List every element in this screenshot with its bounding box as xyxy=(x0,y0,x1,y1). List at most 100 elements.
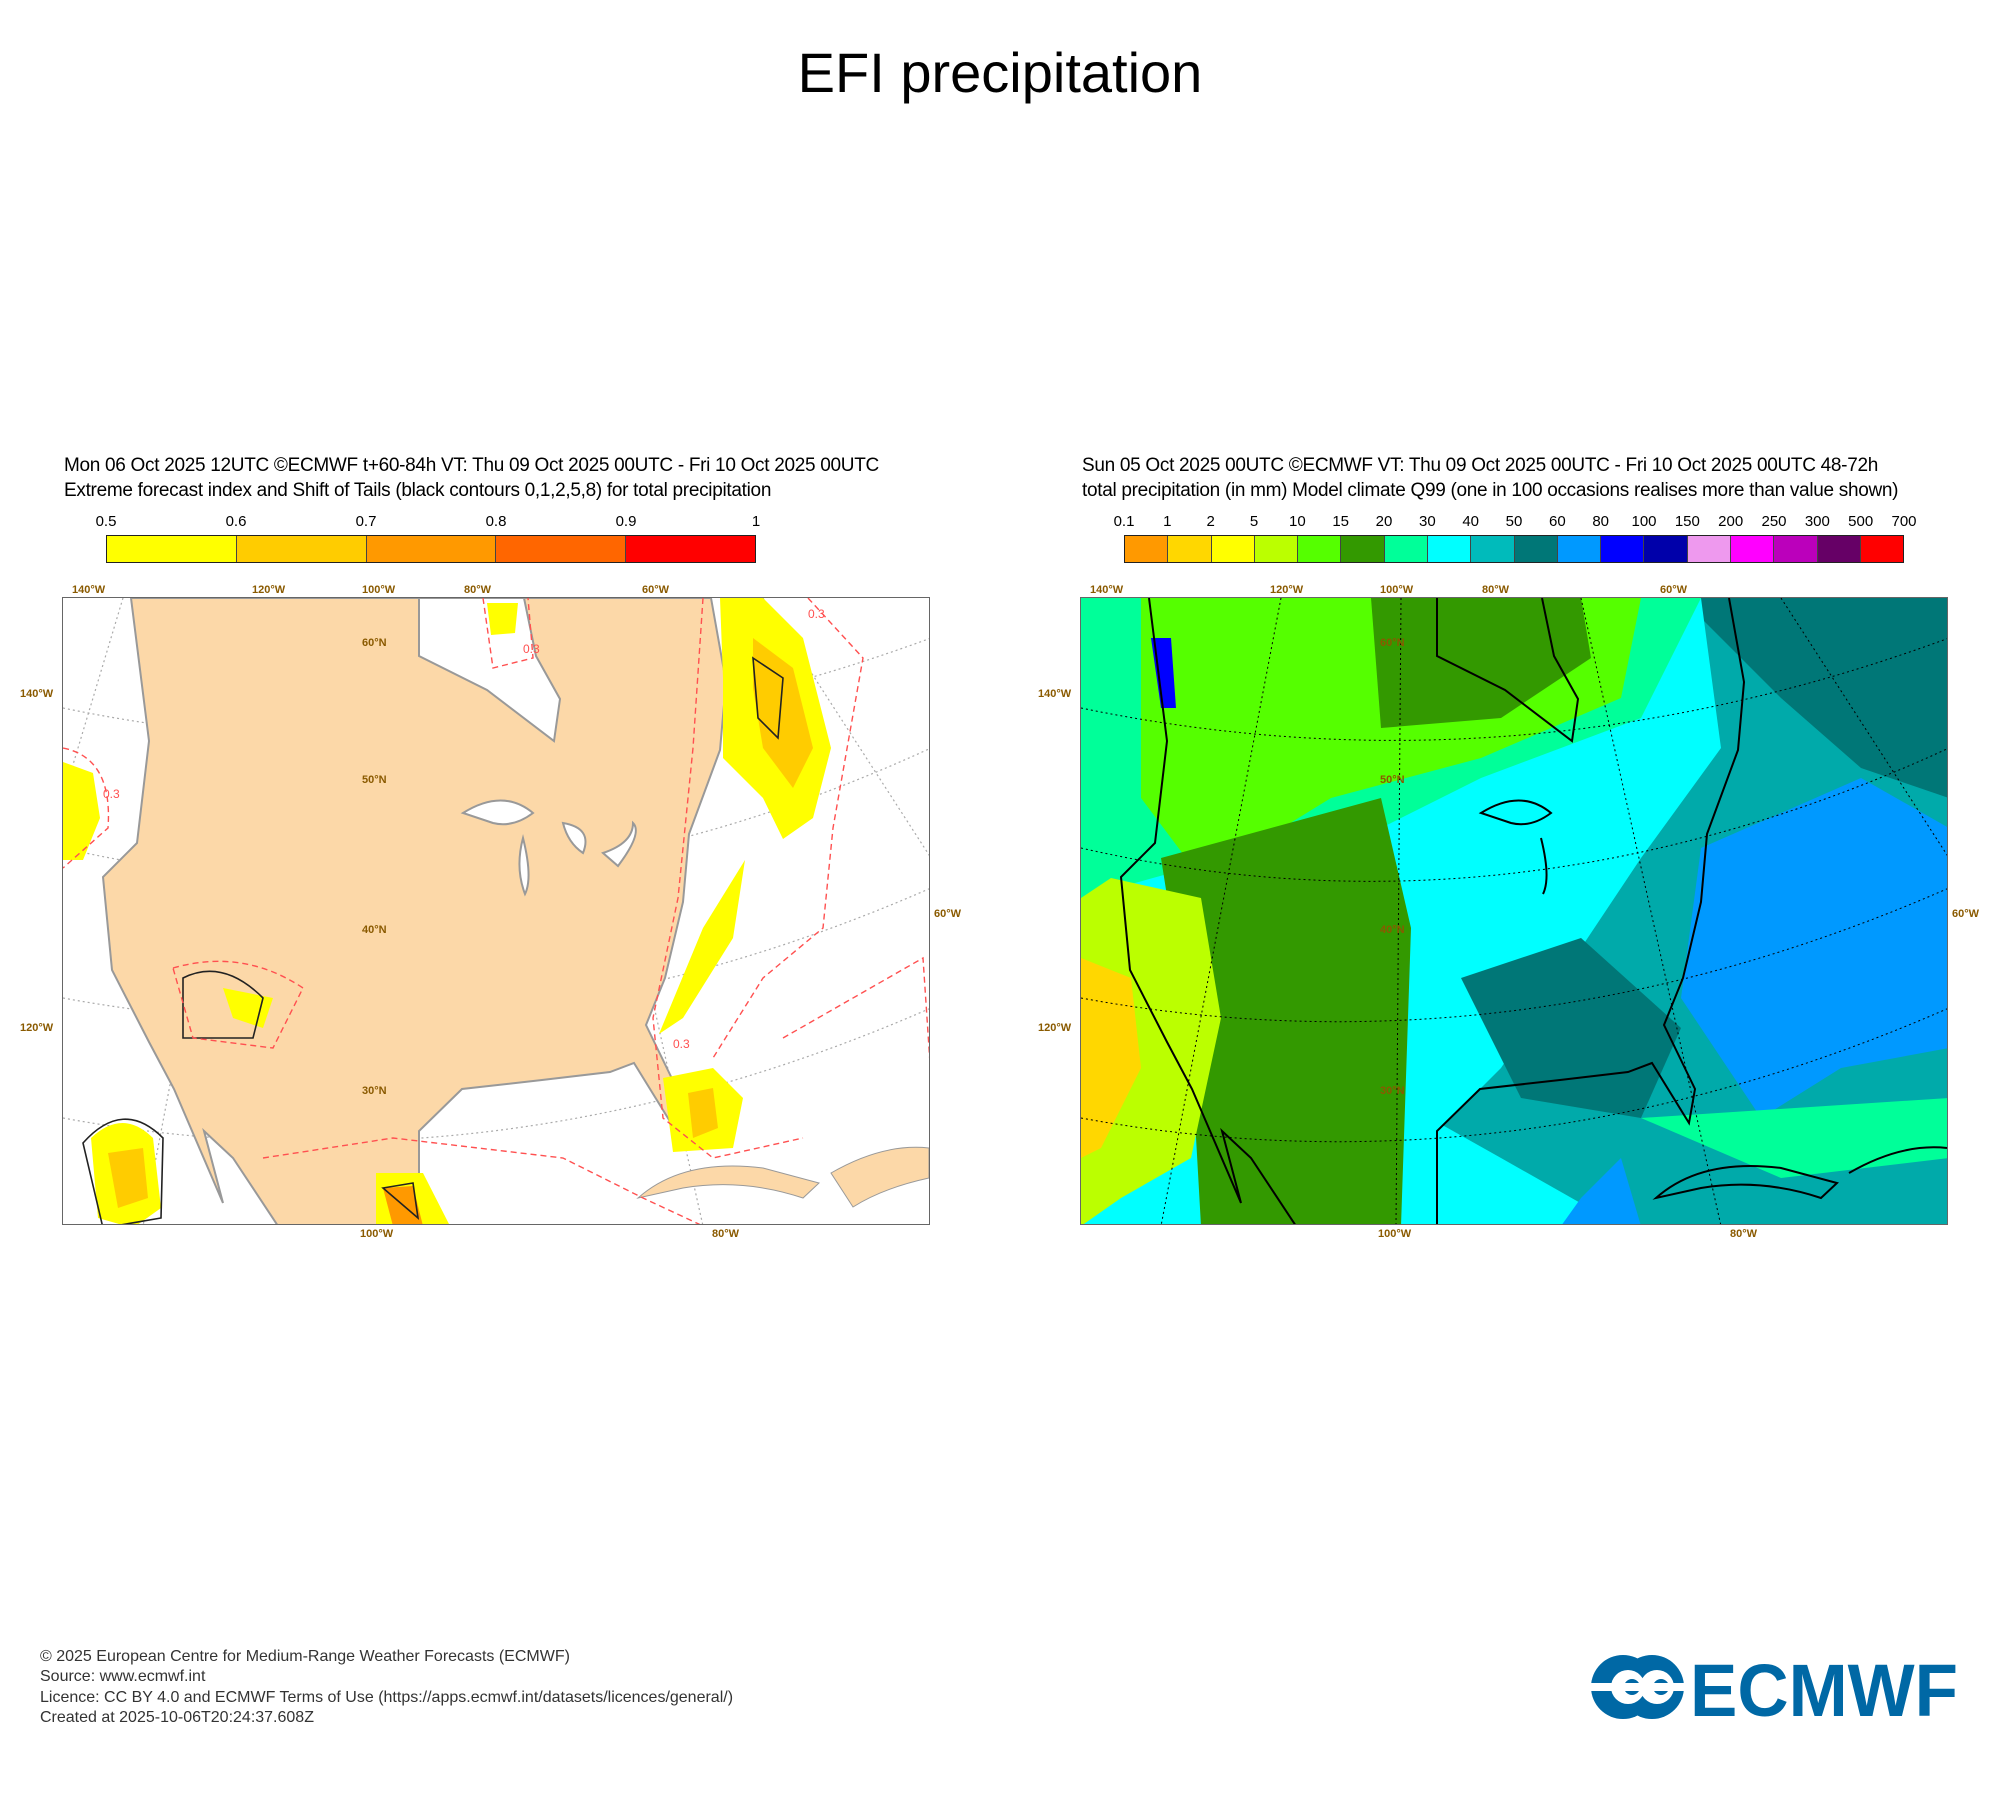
cuba xyxy=(636,1165,820,1199)
colorbar-swatch xyxy=(1427,536,1472,562)
colorbar-swatch xyxy=(1774,536,1818,562)
lon-label-right: 60°W xyxy=(934,908,962,920)
lon-label-top: 60°W xyxy=(642,584,670,596)
footer-source: Source: www.ecmwf.int xyxy=(40,1668,206,1685)
colorbar-tick-label: 200 xyxy=(1718,513,1744,530)
hudson-bay xyxy=(418,598,562,743)
colorbar-swatch xyxy=(366,536,497,562)
colorbar-tick-label: 0.8 xyxy=(485,513,507,530)
q99-map xyxy=(1080,597,1948,1225)
colorbar-tick-label: 500 xyxy=(1848,513,1874,530)
colorbar-tick-label: 100 xyxy=(1631,513,1657,530)
colorbar-tick-label: 10 xyxy=(1288,513,1306,530)
graticule xyxy=(1081,598,1947,1224)
colorbar-tick-label: 15 xyxy=(1332,513,1349,530)
q99-map-svg xyxy=(1081,598,1947,1224)
left-header-line1: Mon 06 Oct 2025 12UTC ©ECMWF t+60-84h VT… xyxy=(64,455,879,476)
lon-label-top: 100°W xyxy=(362,584,396,596)
efi-map: 0.3 0.3 0.3 0.3 xyxy=(62,597,930,1225)
colorbar-swatch xyxy=(236,536,367,562)
colorbar-swatch xyxy=(1601,536,1645,562)
ecmwf-logo-icon: ECMWF xyxy=(1590,1649,1958,1732)
efi-contours-0.3 xyxy=(63,598,929,1224)
colorbar-swatch xyxy=(1254,536,1299,562)
colorbar-tick-label: 40 xyxy=(1462,513,1479,530)
colorbar-swatch xyxy=(1341,536,1385,562)
lon-label-top: 120°W xyxy=(252,584,286,596)
lon-label-left: 140°W xyxy=(20,687,54,700)
lat-label: 50°N xyxy=(362,774,387,786)
right-colorbar xyxy=(1124,535,1904,563)
lon-label-top: 120°W xyxy=(1270,584,1304,596)
colorbar-swatch xyxy=(107,536,237,562)
colorbar-tick-label: 30 xyxy=(1418,513,1436,530)
colorbar-tick-label: 700 xyxy=(1891,513,1917,530)
right-header-line2: total precipitation (in mm) Model climat… xyxy=(1082,480,1899,501)
colorbar-tick-label: 20 xyxy=(1375,513,1393,530)
coastlines xyxy=(1119,598,1947,1224)
lat-label: 40°N xyxy=(362,924,387,936)
colorbar-swatch xyxy=(1557,536,1602,562)
lat-label: 30°N xyxy=(1380,1085,1405,1097)
lon-label-top: 60°W xyxy=(1660,584,1688,596)
colorbar-tick-label: 150 xyxy=(1674,513,1700,530)
colorbar-swatch xyxy=(1298,536,1342,562)
colorbar-swatch xyxy=(1384,536,1428,562)
svg-text:0.3: 0.3 xyxy=(103,787,120,801)
footer-copyright: © 2025 European Centre for Medium-Range … xyxy=(40,1648,570,1665)
colorbar-swatch xyxy=(626,536,755,562)
svg-text:0.3: 0.3 xyxy=(808,607,825,621)
left-colorbar xyxy=(106,535,756,563)
svg-text:ECMWF: ECMWF xyxy=(1690,1652,1958,1722)
lat-label: 40°N xyxy=(1380,924,1405,936)
efi-shading xyxy=(63,598,831,1224)
lon-label-bottom: 100°W xyxy=(360,1228,394,1240)
colorbar-tick-label: 1 xyxy=(751,513,761,530)
lon-label-bottom: 80°W xyxy=(1730,1228,1758,1240)
lon-label-left: 140°W xyxy=(1038,687,1072,700)
lon-label-right: 60°W xyxy=(1952,908,1980,920)
precip-shading xyxy=(1081,598,1947,1224)
colorbar-tick-label: 5 xyxy=(1249,513,1259,530)
colorbar-tick-label: 80 xyxy=(1592,513,1609,530)
left-header-line2: Extreme forecast index and Shift of Tail… xyxy=(64,480,772,501)
colorbar-swatch xyxy=(1687,536,1731,562)
colorbar-tick-label: 0.1 xyxy=(1113,513,1135,530)
colorbar-swatch xyxy=(1514,536,1558,562)
lon-label-left: 120°W xyxy=(20,1022,54,1034)
sot-contours xyxy=(82,656,784,1224)
colorbar-swatch xyxy=(1125,536,1169,562)
land-north-america xyxy=(101,598,728,1224)
colorbar-swatch xyxy=(1211,536,1255,562)
lon-label-left: 120°W xyxy=(1038,1022,1072,1034)
colorbar-tick-label: 250 xyxy=(1761,513,1787,530)
colorbar-tick-label: 60 xyxy=(1548,513,1566,530)
lon-label-top: 140°W xyxy=(1090,584,1124,596)
lon-label-top: 80°W xyxy=(1482,584,1510,596)
contour-labels: 0.3 0.3 0.3 0.3 xyxy=(103,607,825,1051)
colorbar-swatch xyxy=(1730,536,1775,562)
efi-map-svg: 0.3 0.3 0.3 0.3 xyxy=(63,598,929,1224)
right-header-line1: Sun 05 Oct 2025 00UTC ©ECMWF VT: Thu 09 … xyxy=(1082,455,1879,476)
colorbar-swatch xyxy=(1168,536,1212,562)
colorbar-swatch xyxy=(496,536,627,562)
great-lakes xyxy=(460,799,637,897)
colorbar-tick-label: 300 xyxy=(1804,513,1830,530)
lat-label: 30°N xyxy=(362,1085,387,1097)
colorbar-tick-label: 0.6 xyxy=(225,513,247,530)
colorbar-swatch xyxy=(1471,536,1515,562)
colorbar-swatch xyxy=(1817,536,1861,562)
colorbar-tick-label: 0.7 xyxy=(355,513,377,530)
lon-label-top: 140°W xyxy=(72,584,106,596)
footer-licence: Licence: CC BY 4.0 and ECMWF Terms of Us… xyxy=(40,1689,734,1706)
lon-label-top: 80°W xyxy=(464,584,492,596)
ecmwf-logo: ECMWF xyxy=(1590,1649,1960,1732)
colorbar-tick-label: 1 xyxy=(1163,513,1172,530)
lat-label: 60°N xyxy=(1380,637,1405,649)
svg-text:0.3: 0.3 xyxy=(673,1037,690,1051)
colorbar-swatch xyxy=(1644,536,1688,562)
colorbar-tick-label: 0.9 xyxy=(615,513,637,530)
lat-label: 60°N xyxy=(362,637,387,649)
lat-label: 50°N xyxy=(1380,774,1405,786)
colorbar-tick-label: 50 xyxy=(1505,513,1523,530)
